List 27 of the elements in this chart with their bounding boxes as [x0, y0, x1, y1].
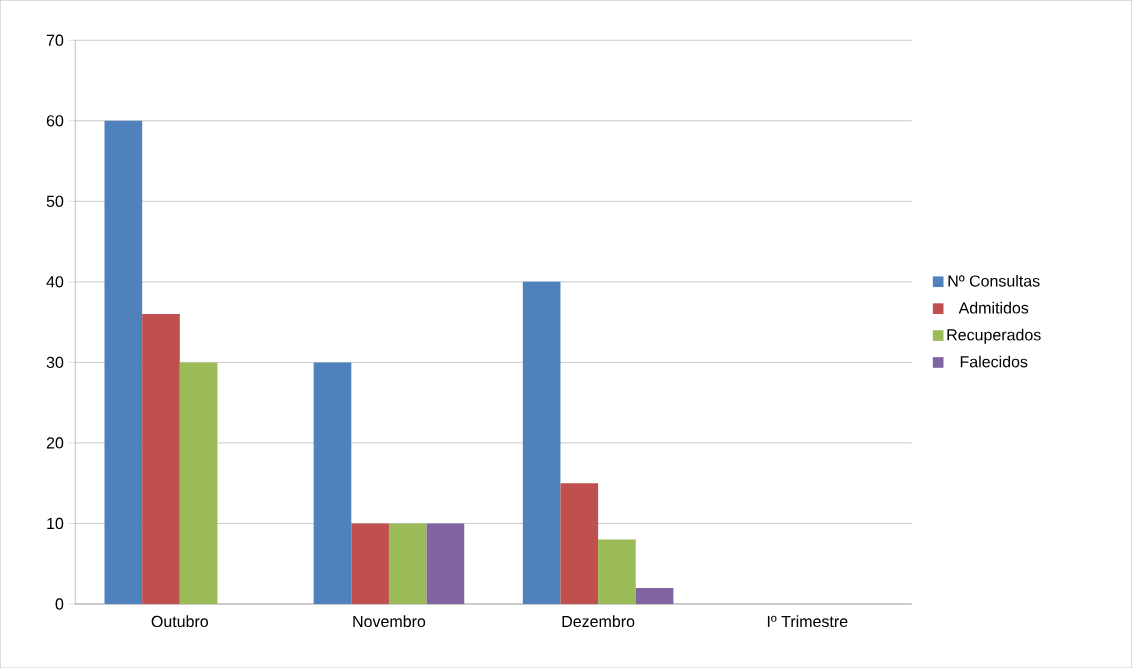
- y-tick-label: 40: [46, 276, 64, 288]
- bar: [522, 281, 561, 604]
- bar: [560, 483, 599, 604]
- y-tick-label: 0: [55, 598, 64, 610]
- x-tick-label: Novembro: [353, 615, 426, 627]
- bar: [351, 523, 389, 604]
- bar: [142, 313, 180, 604]
- y-tick-label: 60: [46, 115, 64, 127]
- bar: [598, 539, 636, 604]
- bar: [179, 362, 218, 604]
- y-tick-label: 10: [47, 517, 64, 529]
- y-tick-label: 70: [46, 34, 64, 46]
- x-tick-label: Dezembro: [562, 615, 635, 627]
- legend-label: Falecidos: [960, 355, 1028, 368]
- bar: [388, 523, 427, 604]
- legend-label: Recuperados: [947, 328, 1041, 344]
- x-tick-label: Outubro: [151, 615, 209, 627]
- bar: [313, 362, 352, 604]
- y-tick-label: 20: [46, 437, 64, 449]
- legend-label: Admitidos: [958, 301, 1029, 314]
- bar: [104, 120, 143, 604]
- x-tick-label: Iº Trimestre: [767, 615, 848, 627]
- legend-label: Nº Consultas: [948, 274, 1040, 287]
- y-tick-label: 30: [46, 356, 64, 368]
- bar: [635, 587, 674, 604]
- y-tick-label: 50: [46, 195, 64, 207]
- bar: [426, 523, 465, 604]
